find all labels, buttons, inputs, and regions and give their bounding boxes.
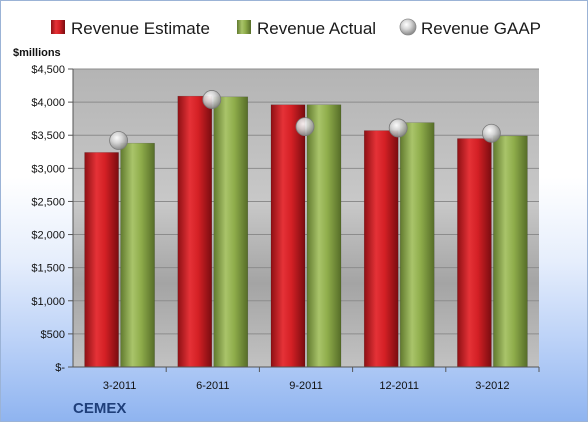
y-tick-label: $500	[41, 329, 65, 341]
bar-estimate	[84, 152, 119, 368]
y-tick-label: $2,000	[31, 230, 65, 242]
gaap-marker	[295, 117, 315, 137]
bar-actual	[213, 96, 249, 368]
bar-actual	[399, 122, 435, 368]
y-tick-label: $1,000	[31, 296, 65, 308]
y-tick-label: $3,000	[31, 163, 65, 175]
gaap-marker	[388, 118, 408, 138]
bar-actual	[493, 135, 528, 368]
y-tick-label: $4,000	[31, 97, 65, 109]
legend-label-actual: Revenue Actual	[257, 19, 376, 38]
x-axis: 3-2011 6-2011 9-2011 12-2011 3-2012	[73, 366, 540, 392]
unit-label: $millions	[13, 47, 61, 59]
legend-label-estimate: Revenue Estimate	[71, 19, 210, 38]
company-label: CEMEX	[73, 400, 126, 417]
y-tick-label: $4,500	[31, 64, 65, 76]
bar-estimate	[363, 130, 399, 368]
y-tick-label: $1,500	[31, 263, 65, 275]
bar-estimate	[457, 138, 492, 368]
gaap-marker	[481, 123, 501, 143]
x-tick-label: 9-2011	[289, 380, 322, 392]
x-tick-label: 6-2011	[196, 380, 229, 392]
legend-swatch-gaap	[399, 18, 417, 36]
legend-swatch-estimate	[51, 20, 65, 34]
bar-estimate	[177, 95, 213, 368]
x-tick-label: 3-2011	[103, 380, 136, 392]
bar-actual	[306, 104, 342, 368]
y-tick-label: $3,500	[31, 130, 65, 142]
gaap-markers	[109, 90, 501, 150]
gaap-marker	[202, 90, 222, 109]
bars	[84, 95, 528, 368]
legend: Revenue Estimate Revenue Actual Revenue …	[51, 18, 541, 38]
gaap-marker	[109, 131, 128, 150]
x-tick-label: 12-2011	[379, 380, 419, 392]
legend-label-gaap: Revenue GAAP	[421, 19, 541, 38]
y-tick-label: $-	[55, 362, 65, 374]
x-tick-label: 3-2012	[475, 380, 509, 392]
bar-estimate	[270, 104, 306, 368]
bar-actual	[120, 142, 155, 368]
y-axis: $- $500 $1,000 $1,500 $2,000 $2,500 $3,000 $3,5…	[31, 64, 74, 374]
legend-swatch-actual	[237, 20, 251, 34]
y-tick-label: $2,500	[31, 196, 65, 208]
